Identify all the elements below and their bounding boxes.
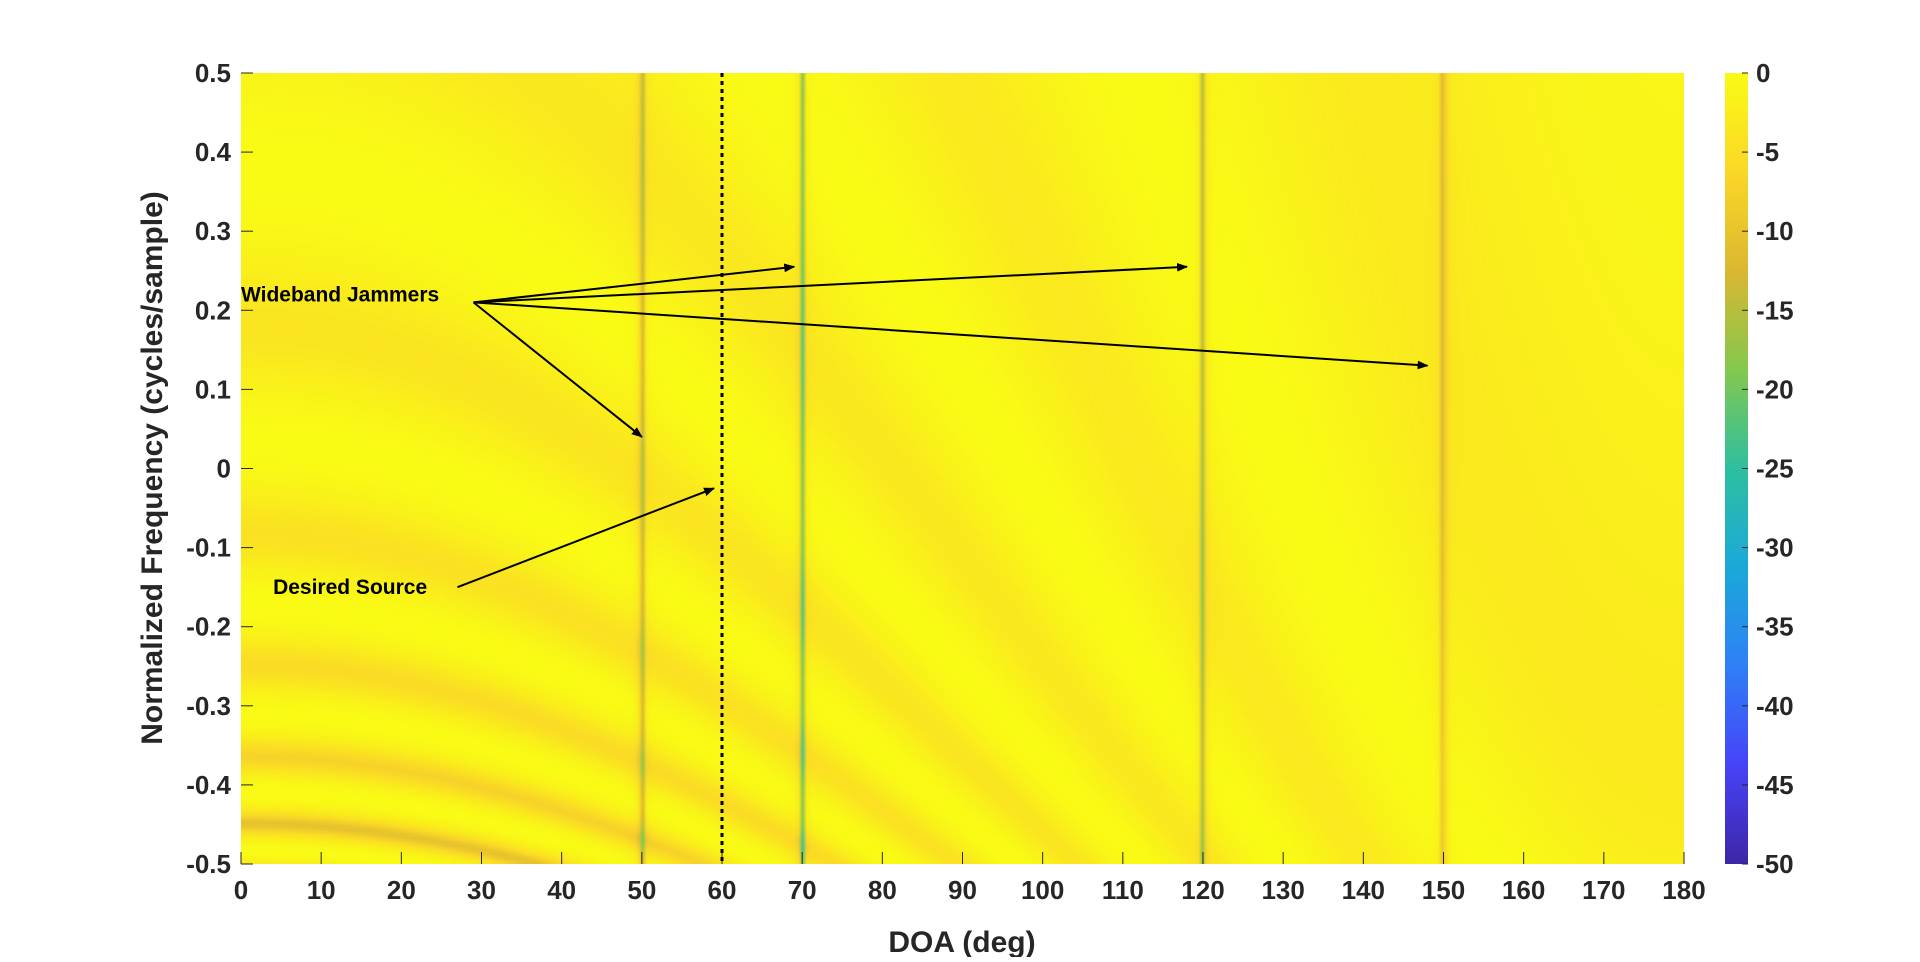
annotation-label: Desired Source (273, 576, 427, 599)
x-tick-label: 70 (788, 875, 817, 905)
heatmap-image (241, 73, 1684, 864)
colorbar-tick-label: -40 (1756, 691, 1794, 721)
y-tick-label: 0.1 (195, 374, 231, 404)
annotation-arrow (473, 262, 1189, 304)
x-tick-label: 90 (948, 875, 977, 905)
x-tick-label: 150 (1422, 875, 1465, 905)
x-tick-label: 50 (627, 875, 656, 905)
annotation-arrow (473, 301, 1429, 370)
annotation-arrow (457, 487, 716, 589)
y-tick-label: 0.5 (195, 58, 231, 88)
y-tick-label: 0.2 (195, 295, 231, 325)
x-tick-label: 40 (547, 875, 576, 905)
x-tick-label: 60 (708, 875, 737, 905)
annotation-arrow (472, 301, 643, 438)
x-tick-label: 130 (1261, 875, 1304, 905)
colorbar-tick-label: -5 (1756, 137, 1779, 167)
x-tick-label: 0 (234, 875, 248, 905)
y-tick-label: -0.3 (186, 691, 231, 721)
x-tick-label: 110 (1102, 875, 1144, 905)
colorbar (1725, 73, 1748, 864)
x-tick-label: 180 (1662, 875, 1705, 905)
x-axis-title: DOA (deg) (888, 926, 1035, 957)
colorbar-tick-label: -35 (1756, 612, 1794, 642)
y-tick-label: 0.4 (195, 137, 232, 167)
colorbar-tick-label: -30 (1756, 533, 1794, 563)
y-axis: -0.5 -0.4 -0.3 -0.2 -0.1 0 0.1 0.2 0.3 0.4 0.5 (186, 58, 253, 879)
y-axis-title: Normalized Frequency (cycles/sample) (136, 191, 169, 745)
y-tick-label: -0.5 (186, 849, 231, 879)
x-tick-label: 80 (868, 875, 897, 905)
annotation-label: Wideband Jammers (241, 283, 439, 306)
colorbar-tick-label: -20 (1756, 374, 1794, 404)
colorbar-axis: 0 -5 -10 -15 -20 -25 -30 -35 -40 -45 -50 (1742, 58, 1794, 879)
annotation-arrow (473, 263, 796, 304)
x-tick-label: 140 (1342, 875, 1385, 905)
y-tick-label: -0.2 (186, 612, 231, 642)
colorbar-tick-label: -50 (1756, 849, 1794, 879)
y-tick-label: -0.4 (186, 770, 231, 800)
x-axis: 0 10 20 30 40 50 60 70 80 90 100 110 120 130 140 150 160… (234, 852, 1706, 905)
y-tick-label: -0.1 (186, 533, 231, 563)
colorbar-tick-label: -25 (1756, 454, 1794, 484)
x-tick-label: 30 (467, 875, 496, 905)
colorbar-tick-label: 0 (1756, 58, 1770, 88)
x-tick-label: 120 (1181, 875, 1224, 905)
colorbar-tick-label: -15 (1756, 295, 1794, 325)
colorbar-tick-label: -45 (1756, 770, 1794, 800)
x-tick-label: 10 (307, 875, 336, 905)
x-tick-label: 20 (387, 875, 416, 905)
y-tick-label: 0 (217, 454, 231, 484)
x-tick-label: 160 (1502, 875, 1545, 905)
annotations: Wideband Jammers Desired Source (241, 262, 1429, 599)
x-tick-label: 170 (1582, 875, 1625, 905)
y-tick-label: 0.3 (195, 216, 231, 246)
colorbar-tick-label: -10 (1756, 216, 1794, 246)
x-tick-label: 100 (1021, 875, 1064, 905)
